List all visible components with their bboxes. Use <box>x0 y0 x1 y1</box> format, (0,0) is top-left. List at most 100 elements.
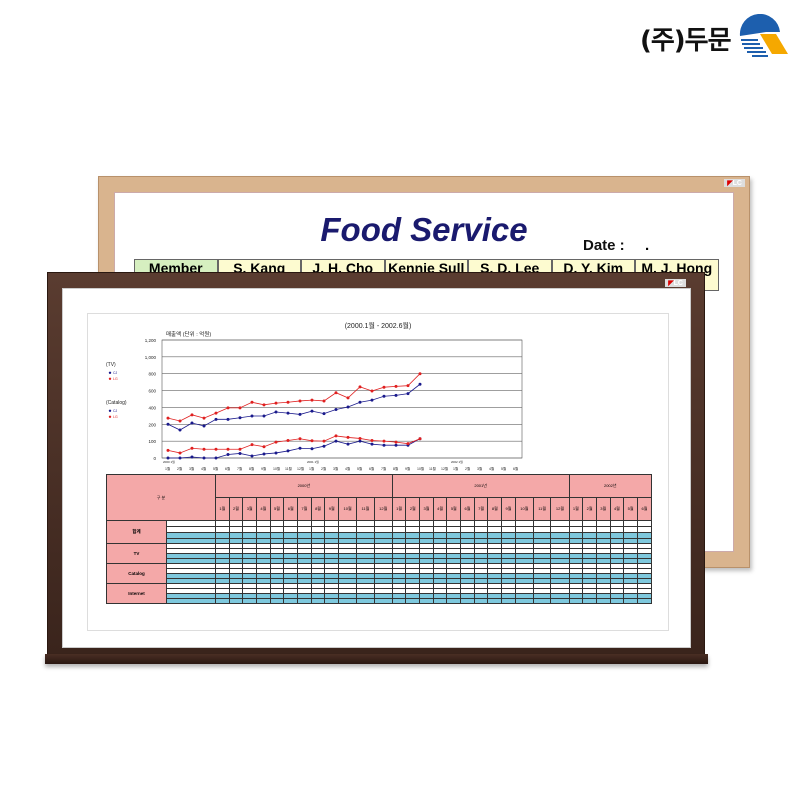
corner-header: 구 분 <box>106 473 216 522</box>
table-cell[interactable] <box>623 597 638 605</box>
table-cell[interactable] <box>460 597 475 605</box>
month-header: 12월 <box>550 497 570 522</box>
y-tick-label: 200 <box>148 422 156 427</box>
data-point <box>298 399 302 403</box>
year-header: 2000년 <box>214 473 393 499</box>
table-cell[interactable] <box>501 597 516 605</box>
x-tick-label: 8월 <box>393 466 398 471</box>
x-tick-label: 11월 <box>285 466 292 471</box>
table-cell[interactable] <box>609 597 625 605</box>
x-tick-label: 12월 <box>297 466 304 471</box>
table-cell[interactable] <box>514 597 534 605</box>
table-cell[interactable] <box>473 597 489 605</box>
plot-area <box>161 339 523 459</box>
data-point <box>418 437 422 441</box>
month-header: 1월 <box>214 497 230 522</box>
sales-grid: 구 분 2000년 2001년 2002년 1월 2월 3월 4월 5월 6월 7월 8월 9월 10월 1… <box>106 473 653 605</box>
x-tick-label: 3월 <box>477 466 482 471</box>
month-header: 8월 <box>310 497 326 522</box>
data-point <box>310 409 314 413</box>
date-label: Date : <box>583 237 625 254</box>
table-cell[interactable] <box>487 597 503 605</box>
data-point <box>334 434 338 438</box>
x-year-label: 2001 1월 <box>307 459 319 464</box>
month-header: 10월 <box>338 497 358 522</box>
table-cell[interactable] <box>165 597 216 605</box>
table-cell[interactable] <box>419 597 434 605</box>
table-cell[interactable] <box>532 597 552 605</box>
x-tick-label: 6월 <box>369 466 374 471</box>
month-header: 5월 <box>269 497 285 522</box>
year-header: 2002년 <box>568 473 653 499</box>
brand-badge: ◤LC <box>724 179 745 187</box>
table-cell[interactable] <box>550 597 570 605</box>
data-point <box>394 393 398 397</box>
month-header: 7월 <box>473 497 489 522</box>
x-tick-label: 2월 <box>177 466 182 471</box>
data-point <box>250 443 254 447</box>
table-cell[interactable] <box>297 597 312 605</box>
table-cell[interactable] <box>214 597 230 605</box>
data-point <box>418 382 422 386</box>
table-cell[interactable] <box>568 597 584 605</box>
month-header: 11월 <box>532 497 552 522</box>
y-tick-label: 1,000 <box>145 355 157 360</box>
table-cell[interactable] <box>356 597 375 605</box>
data-point <box>202 416 206 420</box>
month-header: 10월 <box>514 497 534 522</box>
marker-tray <box>45 654 708 664</box>
month-header: 12월 <box>373 497 393 522</box>
data-point <box>370 442 374 446</box>
table-cell[interactable] <box>582 597 597 605</box>
table-cell[interactable] <box>256 597 271 605</box>
month-header: 8월 <box>487 497 503 522</box>
table-cell[interactable] <box>432 597 448 605</box>
data-point <box>214 456 218 460</box>
data-point <box>286 400 290 404</box>
data-point <box>166 416 170 420</box>
x-tick-label: 9월 <box>261 466 266 471</box>
data-point <box>310 447 314 451</box>
data-point <box>166 456 170 460</box>
data-point <box>166 422 170 426</box>
table-cell[interactable] <box>636 597 653 605</box>
data-point <box>334 407 338 411</box>
data-point <box>370 398 374 402</box>
data-point <box>274 451 278 455</box>
data-point <box>190 413 194 417</box>
table-cell[interactable] <box>595 597 611 605</box>
y-tick-label: 1,200 <box>145 338 157 343</box>
table-cell[interactable] <box>338 597 358 605</box>
legend-entry: LG <box>113 377 118 381</box>
table-cell[interactable] <box>405 597 421 605</box>
x-tick-label: 4월 <box>489 466 494 471</box>
table-cell[interactable] <box>269 597 285 605</box>
table-cell[interactable] <box>228 597 244 605</box>
x-year-label: 2002 1월 <box>451 459 463 464</box>
data-point <box>202 456 206 460</box>
data-point <box>358 439 362 443</box>
table-cell[interactable] <box>446 597 462 605</box>
data-point <box>238 447 242 451</box>
table-cell[interactable] <box>391 597 407 605</box>
data-point <box>250 400 254 404</box>
data-point <box>334 439 338 443</box>
x-tick-label: 7월 <box>381 466 386 471</box>
sales-chart-whiteboard: ◤LC 0 100 200 400 600 800 1,000 1,200 (2000.1월 -… <box>47 272 705 657</box>
data-point <box>262 452 266 456</box>
x-tick-label: 7월 <box>237 466 242 471</box>
month-header: 3월 <box>595 497 611 522</box>
table-cell[interactable] <box>242 597 257 605</box>
legend-marker <box>108 415 112 418</box>
x-tick-label: 11월 <box>429 466 436 471</box>
month-header: 3월 <box>242 497 257 522</box>
data-point <box>262 445 266 449</box>
data-point <box>274 410 278 414</box>
table-cell[interactable] <box>283 597 299 605</box>
x-tick-label: 12월 <box>441 466 448 471</box>
table-cell[interactable] <box>373 597 393 605</box>
table-cell[interactable] <box>324 597 340 605</box>
table-cell[interactable] <box>310 597 326 605</box>
data-point <box>370 389 374 393</box>
x-tick-label: 10월 <box>273 466 280 471</box>
